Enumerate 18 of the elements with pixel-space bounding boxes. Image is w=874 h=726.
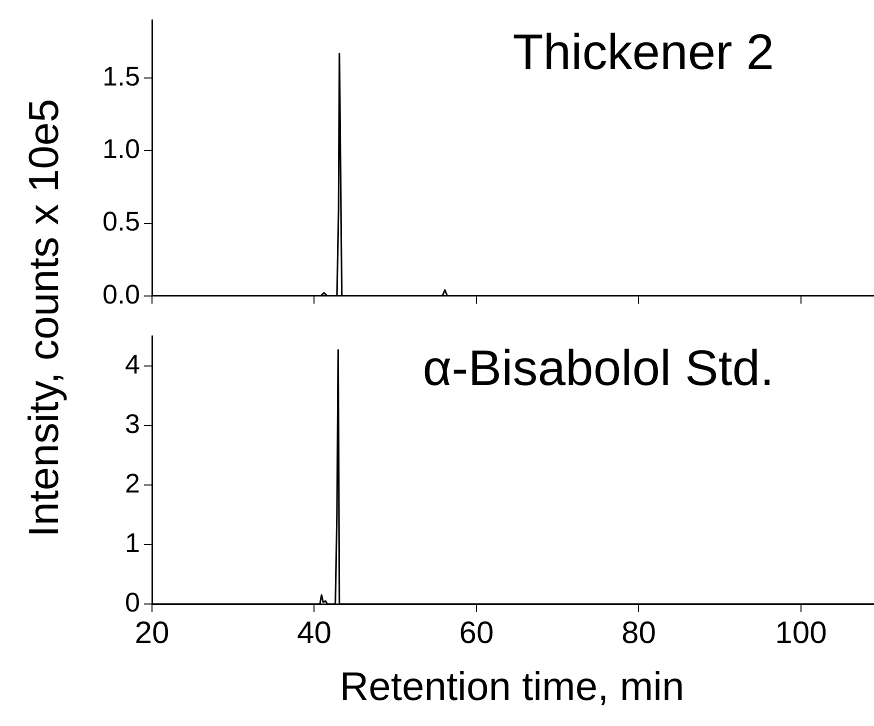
annotation: Thickener 2 — [512, 24, 774, 80]
y-tick-label: 2 — [124, 468, 140, 498]
x-tick-label: 60 — [459, 615, 494, 650]
y-tick-label: 3 — [124, 408, 140, 439]
y-tick-label: 0.0 — [102, 279, 140, 310]
x-tick-label: 40 — [297, 615, 332, 650]
y-tick-label: 0 — [124, 587, 140, 618]
x-tick-label: 80 — [622, 615, 656, 650]
x-axis-title: Retention time, min — [340, 665, 684, 710]
x-tick-label: 100 — [775, 615, 827, 650]
y-tick-label: 1 — [124, 528, 140, 558]
x-tick-label: 20 — [134, 615, 170, 650]
annotation: α-Bisabolol Std. — [422, 340, 774, 396]
y-tick-label: 1.5 — [102, 62, 140, 92]
y-tick-label: 0.5 — [102, 206, 140, 237]
y-tick-label: 4 — [124, 349, 140, 380]
y-tick-label: 1.0 — [102, 134, 140, 164]
y-axis-title: Intensity, counts x 10e5 — [20, 98, 68, 538]
